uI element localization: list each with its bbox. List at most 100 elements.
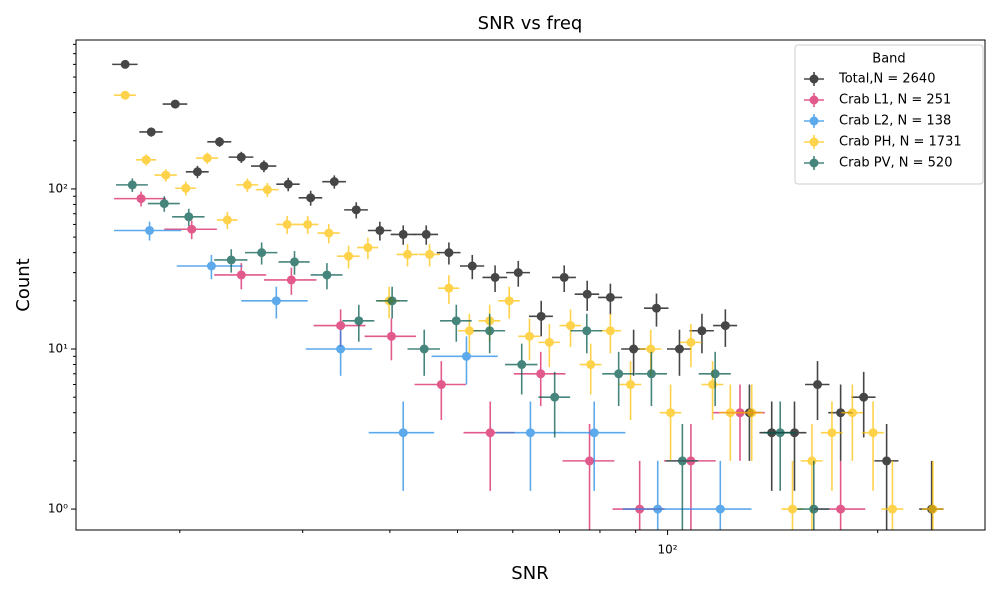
data-point [425,249,435,259]
data-point [646,369,656,379]
data-point [336,321,346,331]
data-point [559,272,569,282]
data-point [605,326,615,336]
data-point [282,219,292,229]
data-point [614,369,624,379]
data-point [136,194,146,204]
axes-frame [75,39,986,531]
series [114,90,944,530]
data-point [419,344,429,354]
data-point [585,456,595,466]
data-point [336,344,346,354]
series [112,59,944,530]
y-tick-label: 10⁰ [48,502,68,516]
data-point [807,456,817,466]
data-point [589,428,599,438]
data-point [461,351,471,361]
data-point [868,428,878,438]
y-tick-label: 10² [48,181,68,195]
legend-marker [804,93,824,107]
data-point [215,137,225,147]
legend-marker [804,72,824,86]
data-point [827,428,837,438]
data-point [629,344,639,354]
data-point [184,212,194,222]
data-point [710,369,720,379]
data-point [329,177,339,187]
legend-marker [804,114,824,128]
data-point [236,152,246,162]
data-point [146,127,156,137]
data-point [181,183,191,193]
data-point [536,369,546,379]
data-point [159,199,169,209]
data-point [566,321,576,331]
data-point [666,408,676,418]
data-point [747,408,757,418]
data-point [259,161,269,171]
data-point [322,270,332,280]
chart-title: SNR vs freq [478,13,583,34]
data-point [324,228,334,238]
data-point [120,59,130,69]
data-point [363,243,373,253]
data-point [775,428,785,438]
data-point [485,428,495,438]
legend-label: Crab PV, N = 520 [839,156,952,171]
data-point [464,326,474,336]
data-point [813,380,823,390]
data-point [236,270,246,280]
data-point [403,249,413,259]
data-point [715,504,725,514]
data-point [222,215,232,225]
data-point [161,170,171,180]
legend-box [794,44,984,185]
legend-marker-dot [809,158,819,168]
data-point [720,321,730,331]
data-point [525,428,535,438]
legend-label: Crab L1, N = 251 [839,93,951,108]
y-tick-label: 10¹ [48,342,68,356]
data-point [421,229,431,239]
data-point [605,292,615,302]
legend-label: Crab L2, N = 138 [839,114,951,129]
data-point [170,99,180,109]
data-point [725,408,735,418]
data-point [206,261,216,271]
legend: Band Total,N = 2640 Crab L1, N = 251 Crab L… [794,44,984,185]
data-point [513,268,523,278]
legend-marker [804,135,824,149]
data-point [436,380,446,390]
data-point [859,392,869,402]
data-point [626,380,636,390]
data-point [375,225,385,235]
series [115,178,830,530]
data-point [192,167,202,177]
data-point [517,360,527,370]
data-point [882,456,892,466]
data-point [504,296,514,306]
legend-marker-dot [809,116,819,126]
data-point [141,155,151,165]
legend-marker [804,156,824,170]
data-point [787,504,797,514]
data-point [485,326,495,336]
data-point [257,248,267,258]
data-point [674,344,684,354]
data-point [544,337,554,347]
data-point [490,272,500,282]
plot-area [112,59,944,530]
data-point [887,504,897,514]
data-point [262,185,272,195]
data-point [386,331,396,341]
data-point [354,316,364,326]
data-point [651,303,661,313]
data-point [344,251,354,261]
data-point [444,248,454,258]
ticks: 10² 10⁰ 10¹ 10² [48,43,879,557]
data-point [536,311,546,321]
data-point [836,408,846,418]
data-point [187,224,197,234]
data-point [697,326,707,336]
legend-marker-dot [809,74,819,84]
